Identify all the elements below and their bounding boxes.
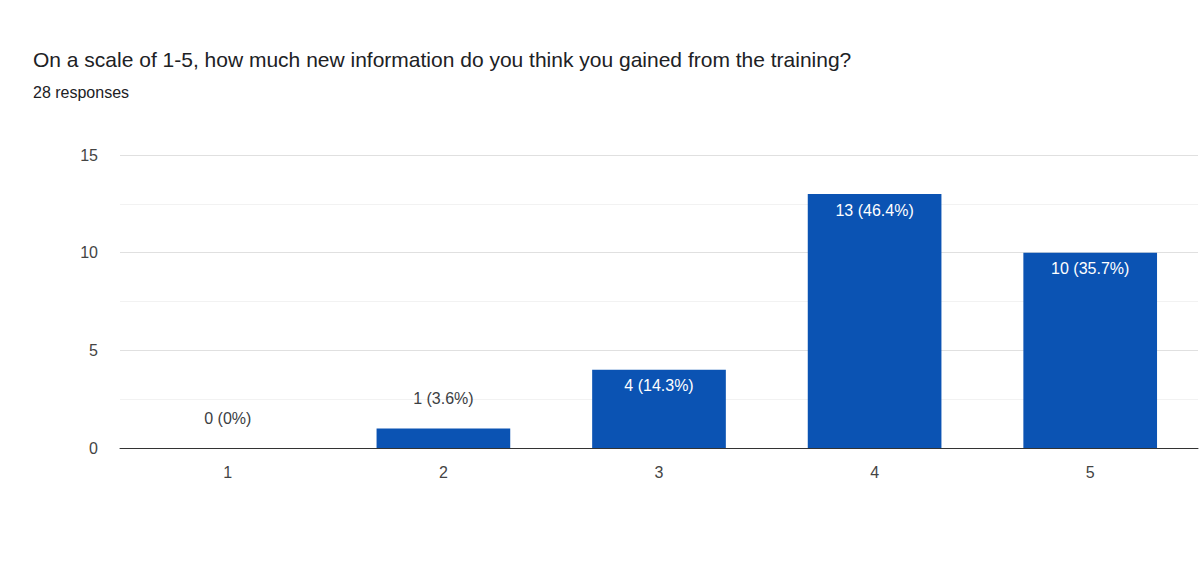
svg-text:15: 15 [80, 147, 98, 164]
svg-text:5: 5 [89, 342, 98, 359]
svg-text:28 responses: 28 responses [33, 84, 129, 101]
svg-text:On a scale of 1-5, how much ne: On a scale of 1-5, how much new informat… [33, 48, 851, 71]
svg-text:2: 2 [439, 464, 448, 481]
svg-text:13 (46.4%): 13 (46.4%) [835, 202, 913, 219]
svg-text:1 (3.6%): 1 (3.6%) [413, 390, 473, 407]
svg-text:1: 1 [223, 464, 232, 481]
svg-text:10 (35.7%): 10 (35.7%) [1051, 260, 1129, 277]
svg-text:0 (0%): 0 (0%) [204, 410, 251, 427]
svg-text:0: 0 [89, 440, 98, 457]
svg-text:4: 4 [870, 464, 879, 481]
svg-text:5: 5 [1086, 464, 1095, 481]
svg-text:10: 10 [80, 244, 98, 261]
svg-text:4 (14.3%): 4 (14.3%) [624, 377, 693, 394]
svg-text:3: 3 [655, 464, 664, 481]
